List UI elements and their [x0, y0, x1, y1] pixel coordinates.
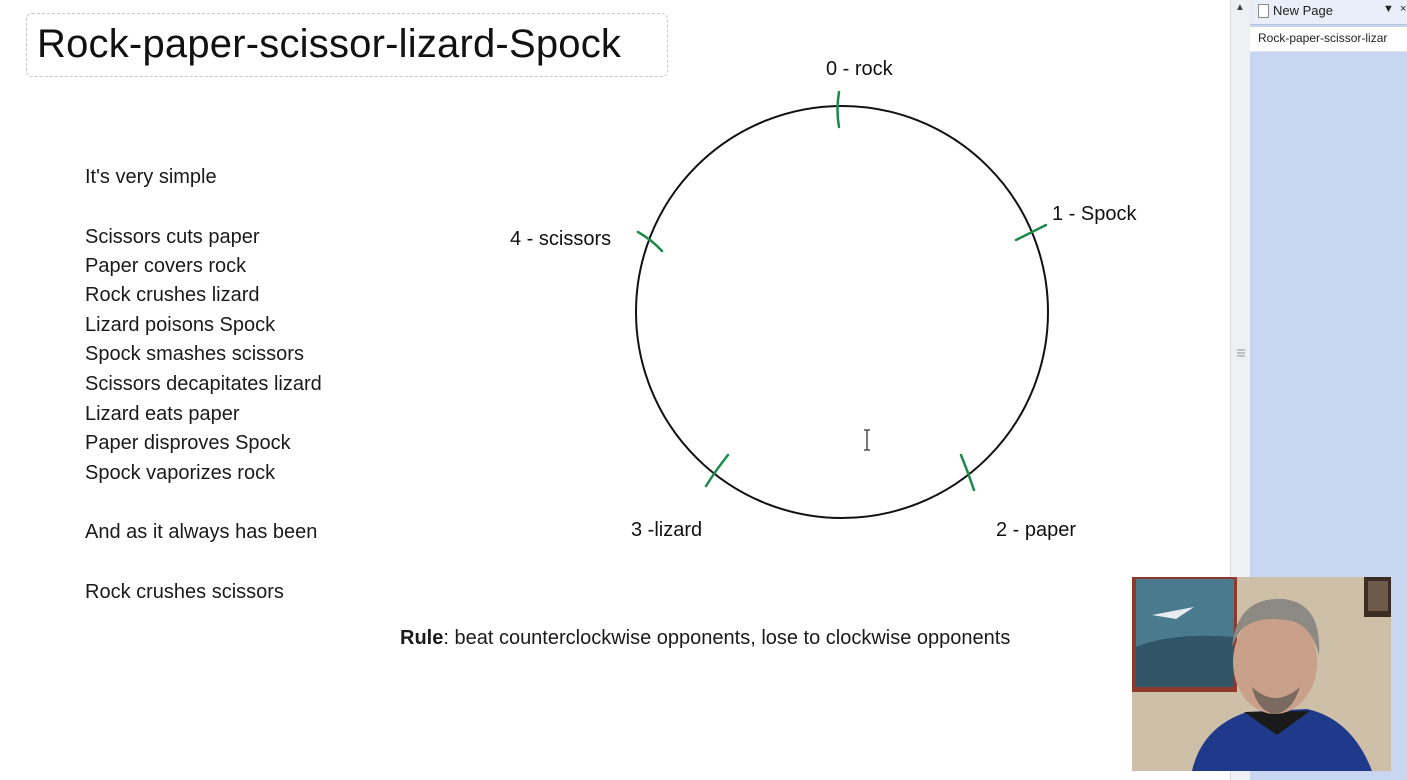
tick-lizard — [704, 453, 730, 488]
cycle-circle — [635, 105, 1049, 519]
label-scissors: 4 - scissors — [510, 228, 611, 250]
title-box[interactable] — [26, 13, 668, 77]
intro-text: It's very simple — [85, 166, 217, 188]
scroll-grip-icon[interactable] — [1236, 347, 1246, 359]
new-page-button[interactable]: New Page — [1273, 3, 1333, 18]
pane-header: New Page ▼ × — [1250, 0, 1407, 25]
new-page-icon[interactable] — [1258, 4, 1269, 18]
label-spock: 1 - Spock — [1052, 203, 1137, 225]
tick-spock — [1014, 223, 1048, 242]
rule-line-5: Spock smashes scissors — [85, 343, 304, 365]
note-canvas[interactable]: Rock-paper-scissor-lizard-Spock It's ver… — [0, 0, 1230, 780]
rule-line-2: Paper covers rock — [85, 255, 247, 277]
label-paper: 2 - paper — [996, 519, 1076, 541]
rule-statement: Rule: beat counterclockwise opponents, l… — [400, 627, 1010, 650]
rule-line-4: Lizard poisons Spock — [85, 314, 276, 336]
label-rock: 0 - rock — [826, 58, 894, 80]
tick-scissors — [636, 230, 664, 253]
webcam-overlay — [1132, 577, 1391, 771]
rule-line-6: Scissors decapitates lizard — [85, 373, 322, 395]
rule-line-3: Rock crushes lizard — [85, 284, 260, 306]
tick-rock — [836, 90, 841, 129]
page-title[interactable]: Rock-paper-scissor-lizard-Spock — [37, 22, 622, 66]
closing-text: And as it always has been — [85, 521, 318, 543]
page-list-item-label: Rock-paper-scissor-lizar — [1258, 31, 1388, 45]
final-rule-text: Rock crushes scissors — [85, 581, 284, 603]
close-icon[interactable]: × — [1400, 3, 1407, 15]
scroll-up-arrow-icon[interactable]: ▲ — [1235, 2, 1245, 13]
webcam-video — [1132, 577, 1391, 771]
rule-label: Rule — [400, 627, 444, 649]
rule-text: : beat counterclockwise opponents, lose … — [443, 627, 1011, 649]
text-cursor-icon — [864, 429, 870, 451]
rule-line-7: Lizard eats paper — [85, 403, 240, 425]
rule-line-1: Scissors cuts paper — [85, 226, 260, 248]
cycle-diagram: 0 - rock 1 - Spock 2 - paper 3 -lizard 4… — [510, 58, 1137, 541]
chevron-down-icon[interactable]: ▼ — [1383, 3, 1394, 15]
page-list-item[interactable]: Rock-paper-scissor-lizar — [1250, 27, 1407, 52]
rule-line-8: Paper disproves Spock — [85, 432, 291, 454]
rule-line-9: Spock vaporizes rock — [85, 462, 276, 484]
tick-paper — [959, 453, 976, 492]
label-lizard: 3 -lizard — [631, 519, 702, 541]
